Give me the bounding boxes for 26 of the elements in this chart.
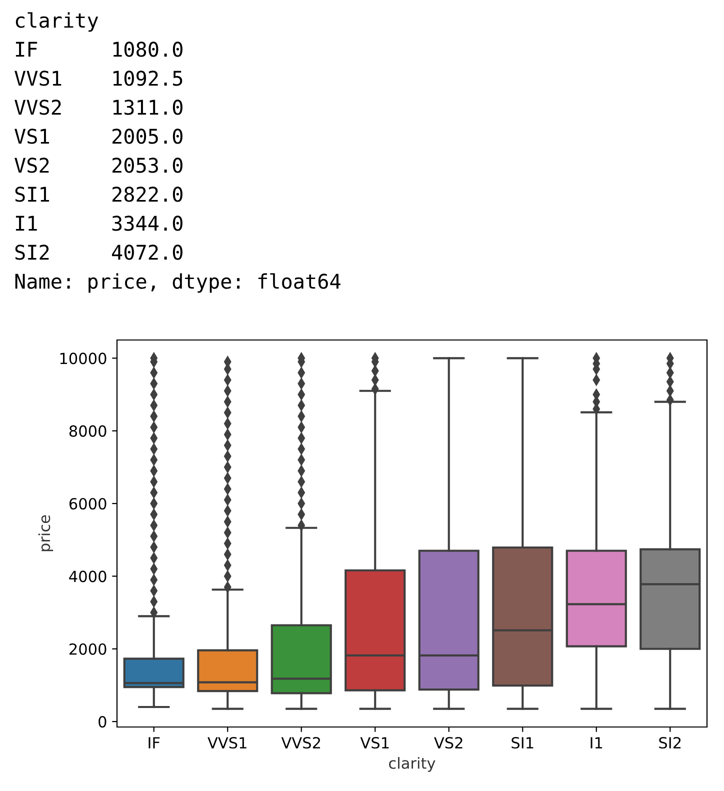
text: Name: price, dtype: float64 xyxy=(15,273,340,293)
y-tick-label: 0 xyxy=(98,716,106,728)
text: VS1 2005.0 xyxy=(14,128,182,144)
x-tick-label: I1 xyxy=(590,737,602,748)
text: SI1 2822.0 xyxy=(15,186,182,202)
x-tick-label: SI2 xyxy=(659,736,681,749)
y-tick-label: 4000 xyxy=(69,570,106,582)
x-axis-title: clarity xyxy=(389,757,436,772)
text: VVS2 1311.0 xyxy=(14,100,182,115)
y-tick-label: 2000 xyxy=(70,643,106,655)
text: SI2 4072.0 xyxy=(15,244,182,260)
y-tick-label: 6000 xyxy=(69,498,106,510)
text: IF 1080.0 xyxy=(16,42,182,57)
text: VVS1 1092.5 xyxy=(14,70,182,86)
x-tick-label: VVS2 xyxy=(281,736,320,749)
y-axis-title: price xyxy=(38,515,54,552)
text: clarity xyxy=(16,12,98,32)
x-tick-label: SI1 xyxy=(512,736,534,749)
x-tick-label: IF xyxy=(148,737,160,748)
x-tick-label: VS2 xyxy=(434,736,462,749)
x-tick-label: VS1 xyxy=(360,736,389,749)
y-tick-label: 10000 xyxy=(60,352,106,364)
x-tick-label: VVS1 xyxy=(208,736,246,749)
text: VS2 2053.0 xyxy=(14,158,182,173)
y-tick-label: 8000 xyxy=(69,425,106,437)
text: I1 3344.0 xyxy=(16,216,182,231)
